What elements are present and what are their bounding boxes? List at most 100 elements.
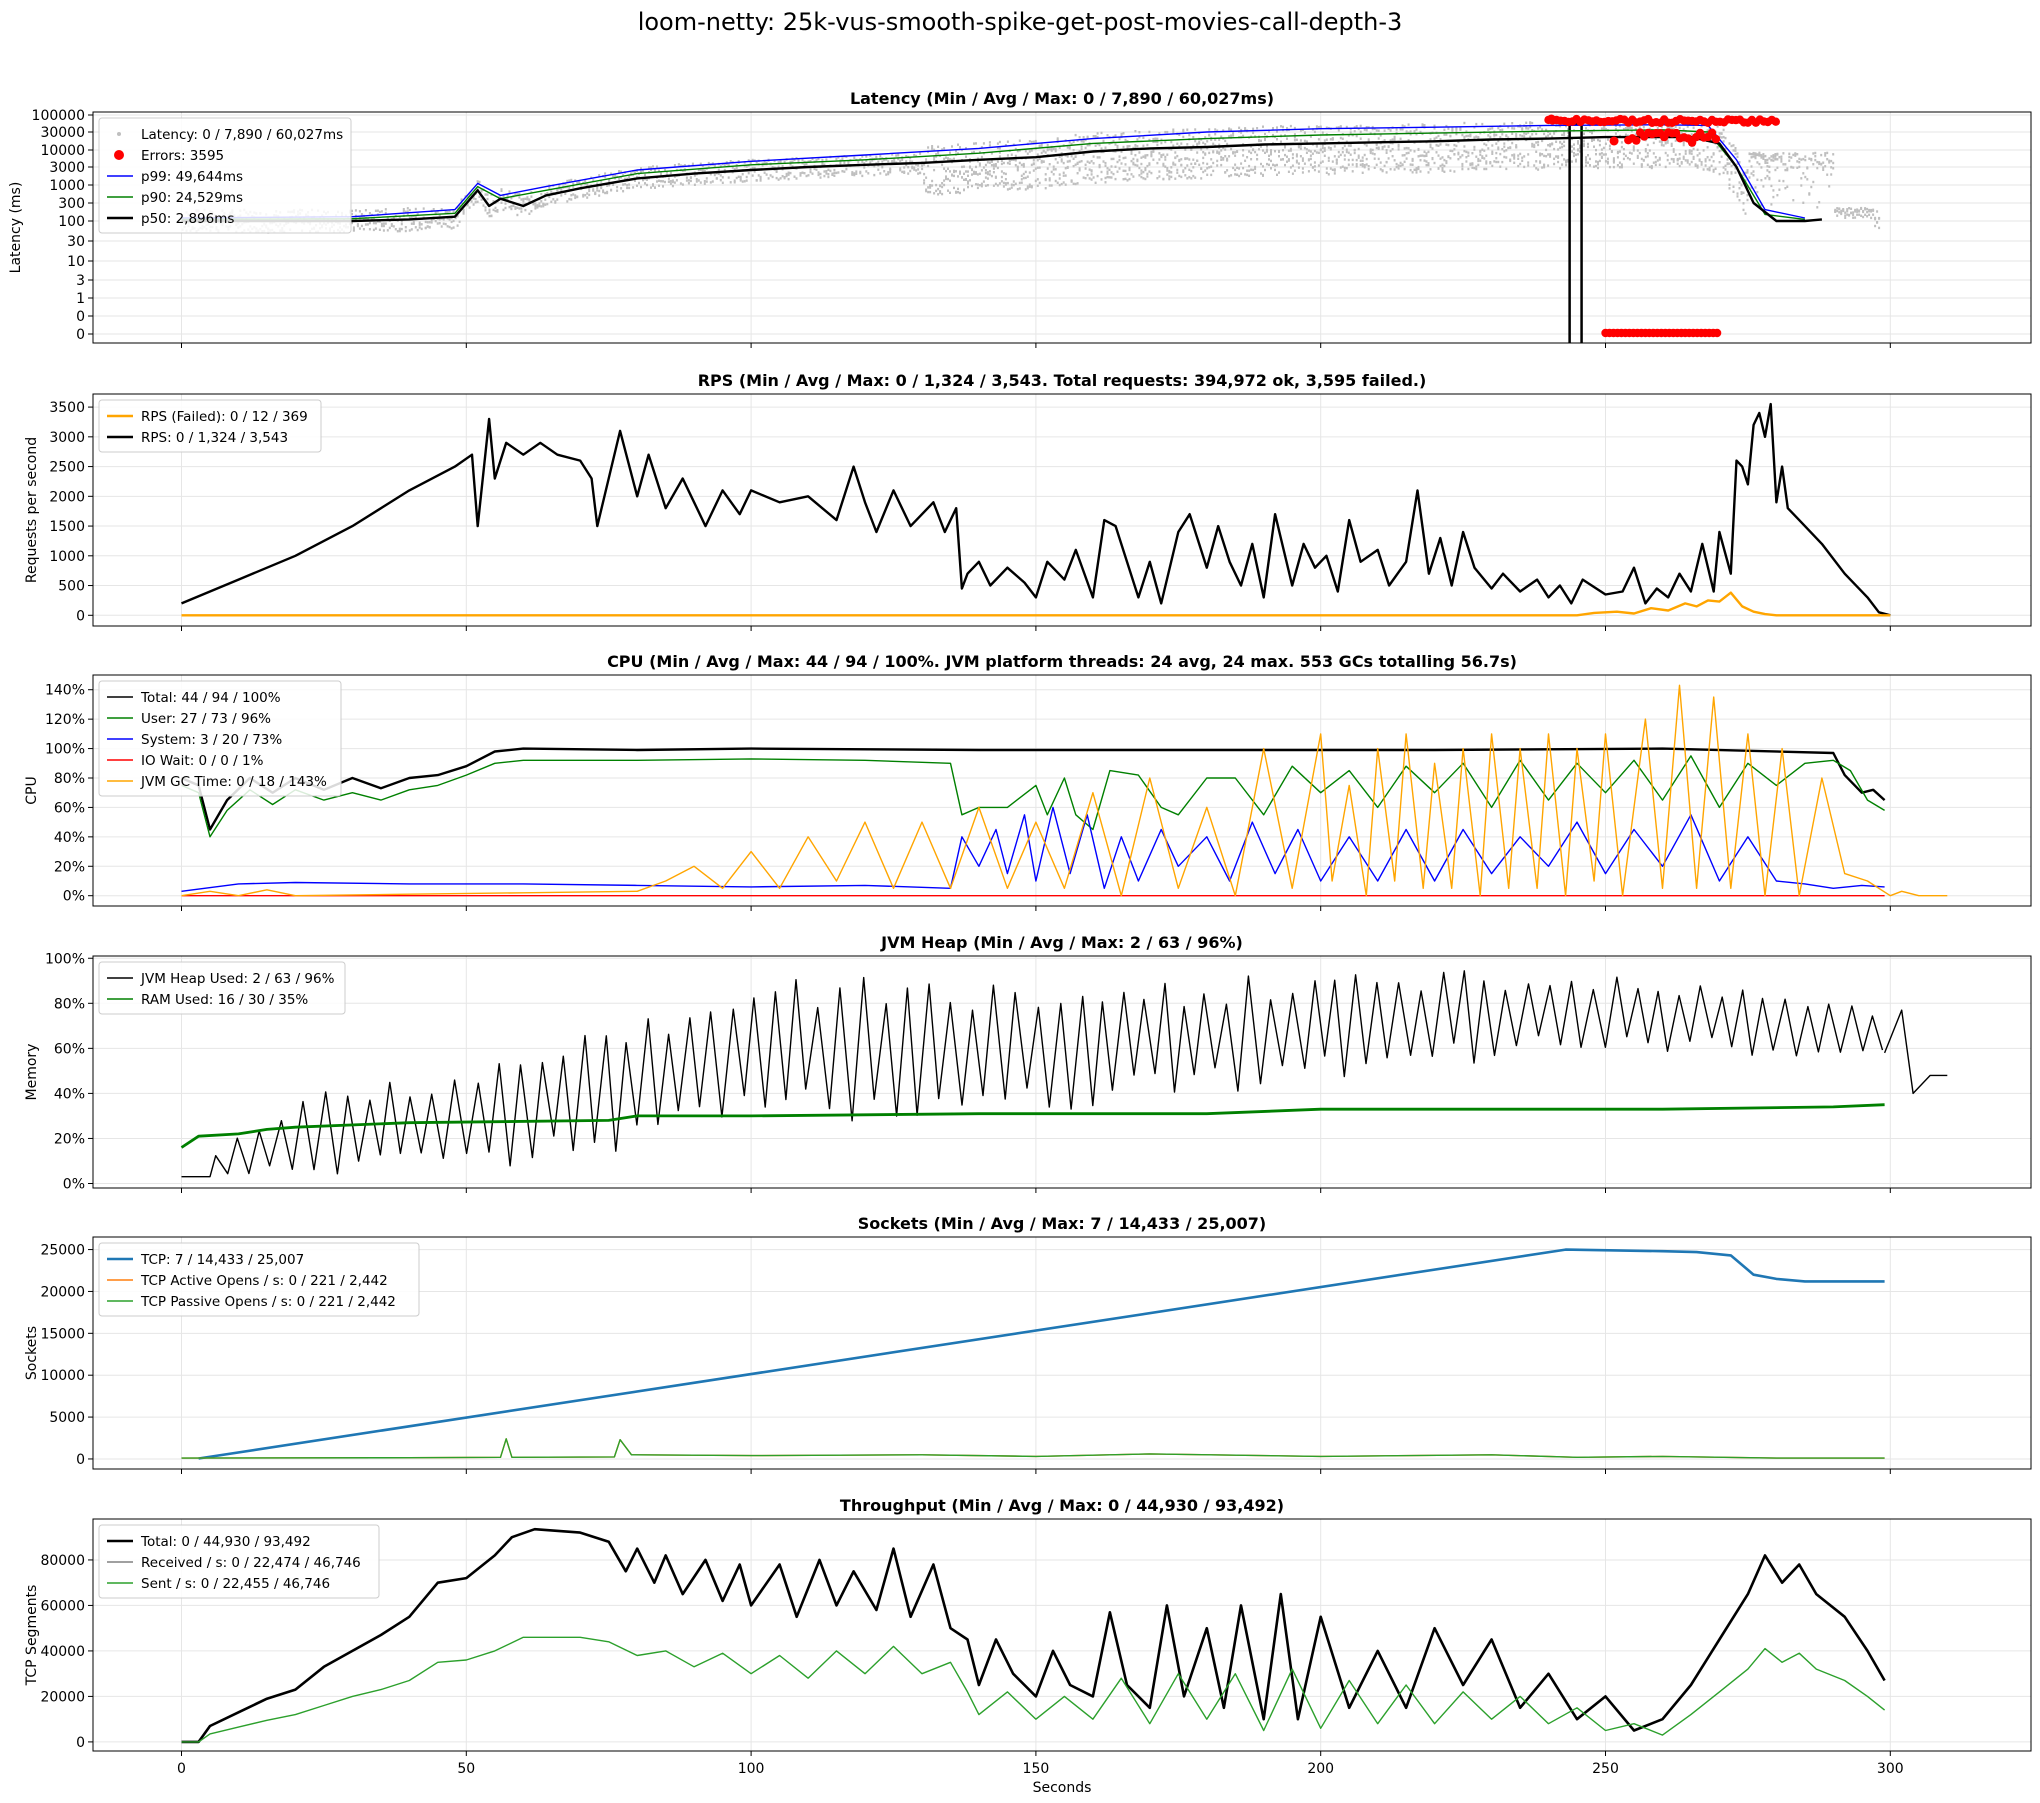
latency-point [1180, 142, 1183, 145]
latency-point [1447, 127, 1450, 130]
y-tick-label: 2000 [49, 489, 85, 505]
latency-point [1136, 145, 1139, 148]
latency-point [959, 191, 961, 195]
latency-point [1262, 165, 1264, 168]
latency-point [1002, 172, 1005, 175]
panel-title: RPS (Min / Avg / Max: 0 / 1,324 / 3,543.… [698, 371, 1427, 390]
latency-point [1156, 161, 1159, 165]
latency-point [1674, 125, 1677, 128]
latency-point [1132, 146, 1135, 150]
latency-point [881, 160, 884, 163]
latency-point [1752, 174, 1755, 177]
latency-point [833, 174, 836, 177]
latency-point [1234, 173, 1237, 176]
latency-point [705, 177, 708, 180]
latency-point [1678, 164, 1681, 168]
latency-point [787, 171, 790, 174]
latency-point [1128, 177, 1131, 181]
latency-point [905, 155, 908, 158]
latency-point [1260, 145, 1262, 148]
latency-point [759, 179, 762, 182]
latency-point [616, 185, 619, 189]
latency-point [586, 192, 589, 195]
latency-point [1658, 156, 1661, 160]
latency-point [1190, 148, 1193, 151]
latency-point [1782, 163, 1785, 166]
latency-point [358, 227, 361, 230]
latency-point [1206, 173, 1209, 176]
latency-point [500, 188, 503, 191]
latency-point [1004, 144, 1007, 147]
latency-point [1467, 154, 1470, 157]
latency-point [1734, 149, 1737, 152]
latency-point [1150, 152, 1153, 155]
latency-point [1122, 145, 1125, 149]
latency-point [1174, 156, 1177, 159]
latency-point [984, 184, 987, 187]
latency-point [1491, 144, 1494, 147]
latency-point [1616, 164, 1619, 167]
latency-point [1497, 139, 1500, 143]
latency-point [1365, 126, 1368, 129]
latency-point [1086, 160, 1089, 163]
latency-point [957, 187, 959, 191]
latency-point [863, 166, 866, 169]
latency-point [825, 172, 828, 175]
latency-point [739, 175, 742, 179]
latency-point [1365, 157, 1368, 161]
latency-point [1048, 163, 1051, 166]
latency-point [967, 185, 969, 189]
latency-point [1190, 169, 1193, 173]
latency-point [1585, 158, 1587, 161]
latency-point [1168, 171, 1171, 174]
y-tick-label: 1000 [49, 549, 85, 565]
latency-point [873, 173, 876, 177]
latency-point [1443, 128, 1446, 131]
latency-point [456, 207, 459, 210]
latency-point [941, 185, 944, 189]
latency-point [1156, 140, 1159, 144]
latency-point [442, 222, 445, 225]
latency-point [1254, 150, 1257, 154]
x-tick-label: 200 [1307, 1761, 1334, 1777]
latency-point [486, 197, 489, 201]
latency-point [1289, 166, 1292, 169]
latency-point [1172, 128, 1175, 131]
latency-point [1547, 134, 1550, 137]
latency-point [1595, 148, 1597, 152]
latency-point [697, 168, 700, 172]
latency-point [1722, 135, 1725, 139]
latency-point [1234, 163, 1237, 166]
latency-point [1246, 169, 1249, 172]
latency-point [978, 162, 981, 165]
latency-point [1321, 144, 1324, 147]
latency-point [514, 207, 517, 210]
latency-point [1132, 157, 1135, 161]
latency-point [809, 170, 812, 174]
latency-point [548, 186, 551, 190]
latency-point [351, 209, 353, 213]
latency-point [1240, 162, 1243, 165]
latency-point [1593, 165, 1595, 168]
latency-point [827, 168, 830, 171]
latency-point [923, 179, 926, 182]
latency-point [775, 176, 778, 180]
latency-point [793, 158, 796, 162]
latency-point [1784, 168, 1787, 172]
latency-point [1072, 182, 1075, 185]
latency-point [1389, 168, 1392, 171]
latency-point [986, 171, 989, 174]
latency-point [1872, 209, 1875, 212]
legend-marker [114, 150, 124, 160]
latency-point [1168, 175, 1171, 178]
latency-point [514, 193, 517, 196]
latency-point [1443, 158, 1446, 162]
latency-point [971, 173, 973, 176]
latency-point [1088, 161, 1091, 164]
latency-point [1712, 170, 1715, 173]
latency-point [1708, 168, 1711, 172]
latency-point [1108, 142, 1111, 145]
latency-point [1754, 186, 1757, 189]
latency-point [378, 220, 381, 223]
latency-point [1463, 145, 1466, 148]
